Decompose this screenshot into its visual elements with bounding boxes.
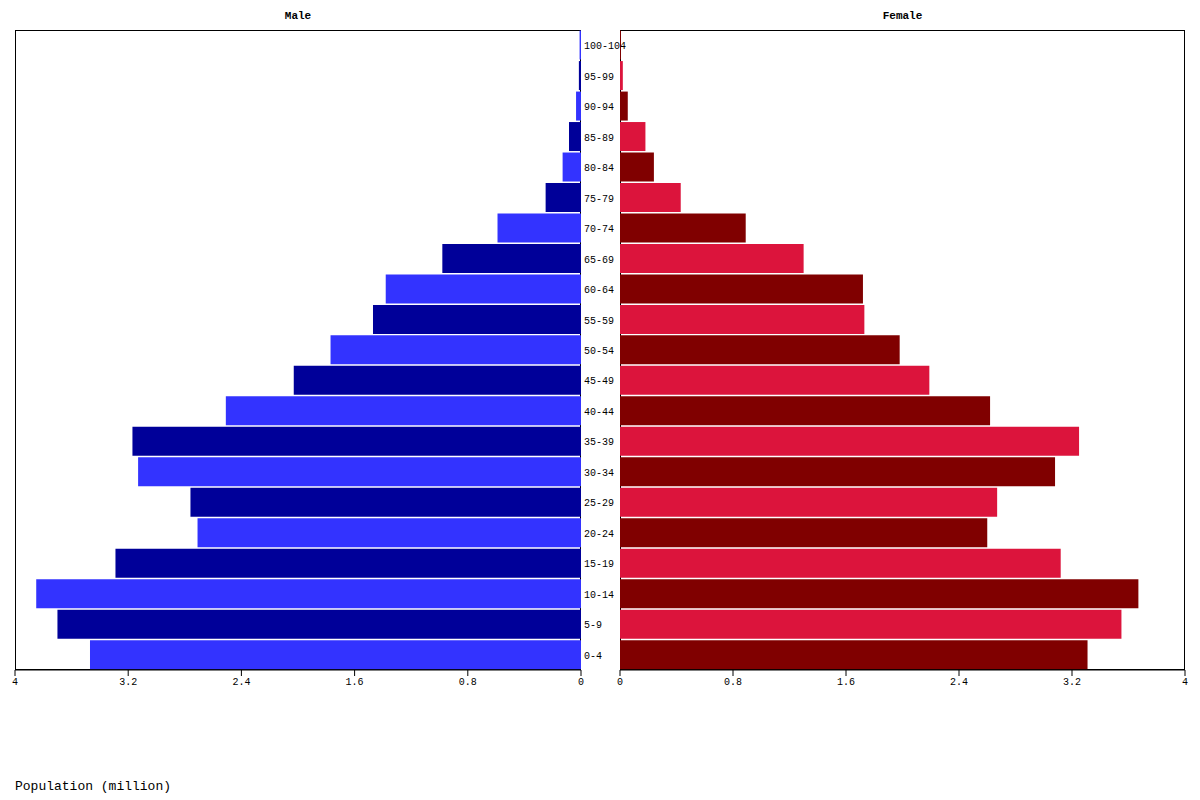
svg-text:1.6: 1.6	[837, 677, 855, 688]
svg-text:80-84: 80-84	[584, 163, 614, 174]
svg-text:65-69: 65-69	[584, 255, 614, 266]
svg-text:0: 0	[578, 677, 584, 688]
svg-text:50-54: 50-54	[584, 346, 614, 357]
html-text:Female: Female	[882, 10, 923, 22]
svg-text:55-59: 55-59	[584, 316, 614, 327]
svg-text:3.2: 3.2	[119, 677, 137, 688]
svg-text:100-104: 100-104	[584, 41, 626, 52]
svg-text:35-39: 35-39	[584, 437, 614, 448]
svg-text:0.8: 0.8	[724, 677, 742, 688]
svg-text:25-29: 25-29	[584, 498, 614, 509]
svg-text:30-34: 30-34	[584, 468, 614, 479]
svg-text:2.4: 2.4	[232, 677, 250, 688]
svg-text:45-49: 45-49	[584, 376, 614, 387]
svg-text:0-4: 0-4	[584, 651, 602, 662]
svg-text:40-44: 40-44	[584, 407, 614, 418]
svg-text:60-64: 60-64	[584, 285, 614, 296]
svg-text:2.4: 2.4	[950, 677, 968, 688]
svg-text:75-79: 75-79	[584, 194, 614, 205]
svg-text:3.2: 3.2	[1063, 677, 1081, 688]
svg-text:4: 4	[1182, 677, 1188, 688]
svg-text:20-24: 20-24	[584, 529, 614, 540]
svg-text:70-74: 70-74	[584, 224, 614, 235]
svg-text:4: 4	[12, 677, 18, 688]
svg-text:0.8: 0.8	[459, 677, 477, 688]
svg-text:85-89: 85-89	[584, 133, 614, 144]
svg-text:0: 0	[617, 677, 623, 688]
svg-text:15-19: 15-19	[584, 559, 614, 570]
html-text:Population (million): Population (million)	[15, 779, 171, 794]
svg-text:1.6: 1.6	[346, 677, 364, 688]
svg-text:10-14: 10-14	[584, 590, 614, 601]
svg-text:90-94: 90-94	[584, 102, 614, 113]
svg-text:5-9: 5-9	[584, 620, 602, 631]
html-text:Male: Male	[284, 10, 312, 22]
svg-text:95-99: 95-99	[584, 72, 614, 83]
